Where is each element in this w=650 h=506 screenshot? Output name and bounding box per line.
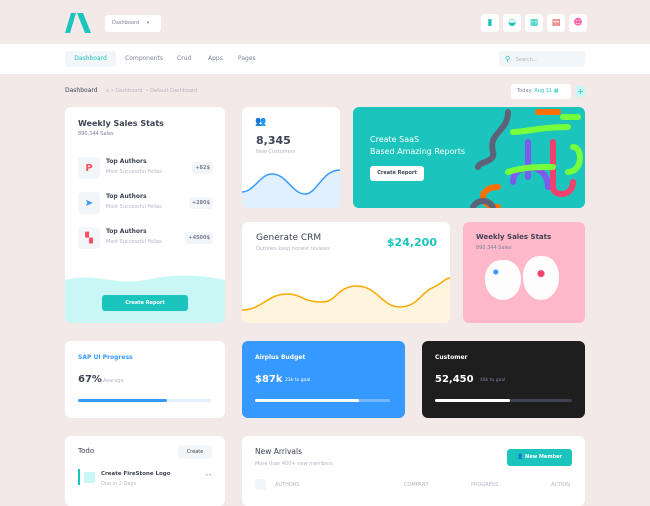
column-header[interactable]: PROGRESS (471, 482, 499, 488)
banner-create-report-button[interactable]: Create Report (370, 166, 424, 181)
us-flag-icon[interactable]: ▤ (547, 14, 565, 32)
airplus-budget-card: Airplus Budget $87k 23k to goal (242, 341, 405, 418)
chart-icon[interactable]: ▮ (481, 14, 499, 32)
nav-apps[interactable]: Apps (208, 55, 223, 62)
sap-progress-card: SAP UI Progress 67% Avarage (65, 341, 225, 418)
add-button[interactable]: + (576, 86, 585, 97)
date-picker[interactable]: Today: Aug 11 ▦ (511, 84, 571, 99)
todo-card: Todo Create Create FireStone Logo Due in… (65, 436, 225, 506)
apps-icon[interactable]: ▦ (525, 14, 543, 32)
puzzle-icon: ▚ (78, 227, 100, 249)
logo[interactable] (65, 13, 93, 33)
nav-crud[interactable]: Crud (177, 55, 192, 62)
nav-dashboard[interactable]: Dashboard (65, 51, 116, 67)
column-header[interactable]: AUTHORS (275, 482, 300, 488)
weekly-sales-image-card: Weekly Sales Stats 890,344 Sales (463, 222, 585, 323)
add-user-icon: 👤 (517, 454, 524, 460)
sap-progress-fill (78, 399, 168, 402)
customer-card: Customer 52,450 48k to goal (422, 341, 585, 418)
calendar-icon: ▦ (553, 88, 559, 94)
todo-checkbox[interactable] (84, 472, 95, 483)
list-item: P Top Authors Most Successful Fellas +82$ (78, 157, 213, 179)
crm-sparkline (242, 277, 450, 323)
breadcrumb: ⌂ • Dashboard • Default Dashboard (106, 88, 198, 94)
airplus-progress-fill (255, 399, 359, 402)
airplus-progress-bar (255, 399, 390, 402)
list-item: ▚ Top Authors Most Successful Fellas +4500$ (78, 227, 213, 249)
customer-progress-bar (435, 399, 572, 402)
column-header[interactable]: COMPANY (404, 482, 429, 488)
more-icon[interactable]: •• (205, 472, 213, 479)
new-member-button[interactable]: 👤 New Member (507, 449, 572, 466)
chevron-down-icon: ▾ (146, 20, 150, 26)
telegram-icon: ➤ (78, 192, 100, 214)
user-avatar[interactable]: ☻ (569, 14, 587, 32)
abstract-shapes-decoration (470, 109, 583, 208)
todo-accent (78, 469, 80, 485)
search-input[interactable]: ⚲ Search... (499, 51, 585, 67)
new-arrivals-card: New Arrivals More than 400+ new members … (242, 436, 585, 506)
nav-pages[interactable]: Pages (238, 55, 256, 62)
todo-create-button[interactable]: Create (178, 445, 212, 459)
dashboard-dropdown[interactable]: Dashboard ▾ (105, 15, 161, 32)
column-header[interactable]: ACTION (551, 482, 571, 488)
basket-icon[interactable]: ◒ (503, 14, 521, 32)
weekly-sales-card: Weekly Sales Stats 890,344 Sales P Top Au… (65, 107, 225, 323)
saas-banner: Create SaaS Based Amazing Reports Create… (353, 107, 585, 208)
heart-image (485, 260, 521, 300)
nav-components[interactable]: Components (125, 55, 163, 62)
customer-progress-fill (435, 399, 511, 402)
new-customers-card: 👥 8,345 New Customers (242, 107, 340, 208)
top-nav: Dashboard Components Crud Apps Pages ⚲ S… (0, 44, 650, 74)
select-all-checkbox[interactable] (255, 479, 266, 490)
home-icon[interactable]: ⌂ (106, 88, 110, 94)
p-logo-icon: P (78, 157, 100, 179)
sap-progress-bar (78, 399, 211, 402)
page-title: Dashboard (65, 87, 98, 94)
users-icon: 👥 (255, 117, 267, 127)
create-report-button[interactable]: Create Report (102, 295, 188, 311)
customers-sparkline (242, 169, 340, 208)
generate-crm-card: Generate CRM Outlines keep honest review… (242, 222, 450, 323)
heart-image (523, 256, 559, 300)
list-item: ➤ Top Authors Most Successful Fellas +280$ (78, 192, 213, 214)
search-icon: ⚲ (505, 55, 511, 63)
